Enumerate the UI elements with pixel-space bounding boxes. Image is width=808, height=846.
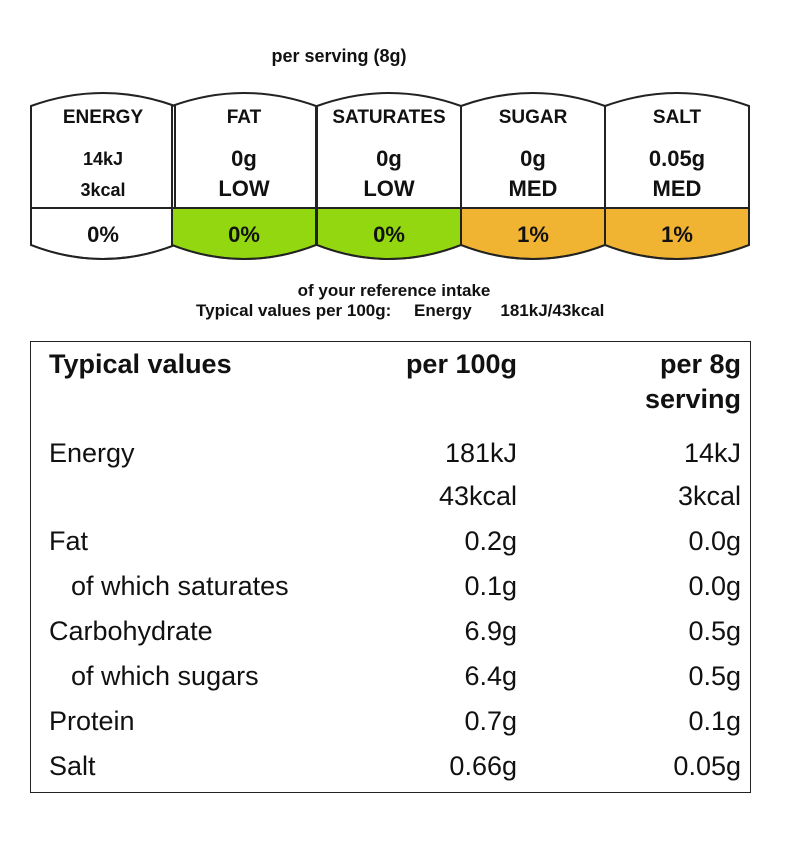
value-per-100g: 0.7g xyxy=(464,706,517,736)
tile-energy-percent: 0% xyxy=(87,222,119,247)
nutrient-name: Protein xyxy=(49,706,135,736)
tile-saturates-percent: 0% xyxy=(373,222,405,247)
value-per-serving: 0.5g xyxy=(688,661,741,691)
value-per-100g: 0.1g xyxy=(464,571,517,601)
table-row: of which sugars 6.4g 0.5g xyxy=(31,661,750,701)
tile-sugar-value: 0g xyxy=(520,146,546,171)
nutrient-name: Salt xyxy=(49,751,96,781)
reference-intake-caption: of your reference intake xyxy=(297,281,491,300)
tile-energy-kj: 14kJ xyxy=(82,149,124,169)
value-per-100g: 6.4g xyxy=(464,661,517,691)
value-per-serving: 3kcal xyxy=(677,481,741,511)
table-row: of which saturates 0.1g 0.0g xyxy=(31,571,750,611)
tile-fat-level: LOW xyxy=(218,176,270,201)
table-row: Salt 0.66g 0.05g xyxy=(31,751,750,791)
value-per-100g: 0.66g xyxy=(449,751,517,781)
value-per-100g: 181kJ xyxy=(444,438,517,468)
tile-energy-outline xyxy=(30,92,176,260)
nutrient-name: Carbohydrate xyxy=(49,616,213,646)
tile-sugar-name: SUGAR xyxy=(498,107,568,128)
table-row: Energy 181kJ 14kJ xyxy=(31,438,750,478)
tile-sugar-level: MED xyxy=(508,176,558,201)
typical-energy-label: Energy xyxy=(414,301,472,320)
value-per-100g: 6.9g xyxy=(464,616,517,646)
header-per-100g: per 100g xyxy=(405,349,517,379)
typical-values-summary: Typical values per 100g: Energy 181kJ/43… xyxy=(196,301,604,321)
tile-sugar-percent: 1% xyxy=(517,222,549,247)
tile-energy-kcal: 3kcal xyxy=(80,180,126,200)
value-per-100g: 0.2g xyxy=(464,526,517,556)
traffic-light-tiles-graphic xyxy=(30,92,750,260)
tile-energy-name: ENERGY xyxy=(62,107,144,128)
table-row: 43kcal 3kcal xyxy=(31,481,750,521)
tile-salt-level: MED xyxy=(652,176,702,201)
value-per-serving: 0.0g xyxy=(688,526,741,556)
table-row: Carbohydrate 6.9g 0.5g xyxy=(31,616,750,656)
typical-values-prefix: Typical values per 100g: xyxy=(196,301,392,320)
serving-size-heading: per serving (8g) xyxy=(271,46,407,66)
tile-saturates-level: LOW xyxy=(363,176,415,201)
table-header-row: Typical values per 100g per 8g xyxy=(31,349,750,389)
value-per-serving: 0.5g xyxy=(688,616,741,646)
header-per-serving-line1: per 8g xyxy=(659,349,741,379)
nutrient-name: of which saturates xyxy=(71,571,289,601)
tile-salt-value: 0.05g xyxy=(648,146,706,171)
table-row: Fat 0.2g 0.0g xyxy=(31,526,750,566)
tile-saturates-value: 0g xyxy=(376,146,402,171)
nutrient-name: Energy xyxy=(49,438,135,468)
value-per-serving: 14kJ xyxy=(683,438,741,468)
nutrient-name: Fat xyxy=(49,526,89,556)
value-per-serving: 0.05g xyxy=(673,751,741,781)
tile-fat-value: 0g xyxy=(231,146,257,171)
table-header-row-2: serving xyxy=(31,384,750,424)
header-typical-values: Typical values xyxy=(49,349,232,379)
value-per-100g: 43kcal xyxy=(438,481,517,511)
value-per-serving: 0.1g xyxy=(688,706,741,736)
nutrition-table: Typical values per 100g per 8g serving E… xyxy=(30,341,751,793)
nutrient-name: of which sugars xyxy=(71,661,259,691)
tile-salt-name: SALT xyxy=(652,107,702,128)
tile-salt-outline xyxy=(604,92,750,260)
tile-salt-percent: 1% xyxy=(661,222,693,247)
header-per-serving-line2: serving xyxy=(644,384,741,414)
tile-fat-name: FAT xyxy=(226,107,262,128)
tile-fat-percent: 0% xyxy=(228,222,260,247)
tile-saturates-name: SATURATES xyxy=(332,107,446,128)
table-row: Protein 0.7g 0.1g xyxy=(31,706,750,746)
typical-energy-value: 181kJ/43kcal xyxy=(500,301,605,320)
value-per-serving: 0.0g xyxy=(688,571,741,601)
